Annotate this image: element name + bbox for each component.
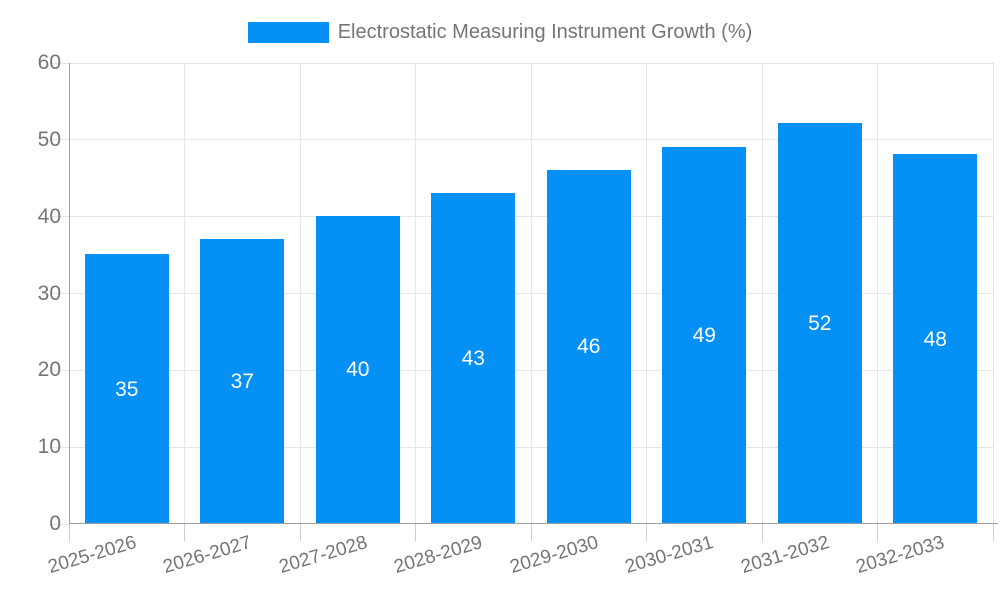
gridline-vertical bbox=[646, 63, 647, 524]
y-axis-tick bbox=[52, 216, 69, 218]
x-axis-tick bbox=[184, 524, 185, 541]
gridline-vertical bbox=[184, 63, 185, 524]
x-axis-category-label: 2025-2026 bbox=[45, 532, 139, 578]
bar-value-label: 52 bbox=[808, 312, 832, 336]
bar-value-label: 48 bbox=[923, 327, 947, 351]
bar-2031-2032[interactable] bbox=[777, 123, 862, 523]
x-axis-category-label: 2030-2031 bbox=[623, 532, 717, 578]
x-axis-category-label: 2032-2033 bbox=[854, 532, 948, 578]
x-axis-category-label: 2028-2029 bbox=[392, 532, 486, 578]
legend-color-swatch bbox=[247, 22, 329, 43]
y-axis-tick bbox=[52, 369, 69, 371]
gridline-vertical bbox=[530, 63, 532, 524]
x-axis-line bbox=[69, 523, 998, 524]
y-axis-tick bbox=[52, 523, 69, 525]
bar-2032-2033[interactable] bbox=[893, 154, 978, 523]
x-axis-tick bbox=[299, 524, 301, 541]
gridline-vertical bbox=[877, 63, 878, 524]
bar-value-label: 46 bbox=[577, 335, 601, 359]
bar-2025-2026[interactable] bbox=[84, 254, 169, 523]
bar-value-label: 37 bbox=[230, 369, 254, 393]
bar-value-label: 49 bbox=[692, 323, 716, 347]
bar-2030-2031[interactable] bbox=[662, 146, 747, 523]
x-axis-category-label: 2026-2027 bbox=[161, 532, 255, 578]
y-axis-tick-label: 0 bbox=[49, 512, 61, 535]
gridline-vertical bbox=[299, 63, 301, 524]
x-axis-tick bbox=[68, 524, 70, 541]
y-axis-tick-label: 30 bbox=[37, 281, 61, 305]
bar-2027-2028[interactable] bbox=[315, 215, 400, 523]
gridline-vertical bbox=[992, 63, 994, 524]
y-axis-tick bbox=[52, 446, 69, 448]
chart-legend: Electrostatic Measuring Instrument Growt… bbox=[0, 20, 1000, 45]
bar-2026-2027[interactable] bbox=[200, 238, 285, 523]
y-axis-tick bbox=[52, 62, 69, 64]
x-axis-tick bbox=[761, 524, 763, 541]
x-axis-tick bbox=[530, 524, 532, 541]
plot-area: 35 37 40 43 46 49 52 48 bbox=[52, 62, 998, 541]
y-axis-tick bbox=[52, 139, 69, 141]
y-axis-tick bbox=[52, 293, 69, 294]
x-axis-tick bbox=[992, 524, 994, 541]
bar-value-label: 35 bbox=[115, 377, 139, 401]
x-axis-category-label: 2027-2028 bbox=[276, 532, 370, 578]
gridline-vertical bbox=[761, 63, 763, 524]
bar-2029-2030[interactable] bbox=[546, 169, 631, 523]
bar-value-label: 43 bbox=[461, 346, 485, 370]
x-axis-category-label: 2029-2030 bbox=[507, 532, 601, 578]
gridline-vertical bbox=[415, 63, 416, 524]
y-axis-tick-label: 20 bbox=[37, 358, 61, 382]
x-axis-category-label: 2031-2032 bbox=[738, 532, 832, 578]
y-axis-tick-label: 40 bbox=[37, 204, 61, 228]
y-axis-line bbox=[69, 63, 70, 524]
x-axis-tick bbox=[415, 524, 416, 541]
legend-item-growth[interactable]: Electrostatic Measuring Instrument Growt… bbox=[247, 21, 753, 44]
y-axis-tick-label: 60 bbox=[37, 51, 61, 74]
legend-series-label: Electrostatic Measuring Instrument Growt… bbox=[337, 21, 753, 43]
x-axis-tick bbox=[646, 524, 647, 541]
y-axis-tick-label: 10 bbox=[37, 435, 61, 459]
bar-value-label: 40 bbox=[346, 358, 370, 382]
y-axis-tick-label: 50 bbox=[37, 127, 61, 151]
bar-2028-2029[interactable] bbox=[431, 192, 516, 523]
x-axis-tick bbox=[877, 524, 878, 541]
